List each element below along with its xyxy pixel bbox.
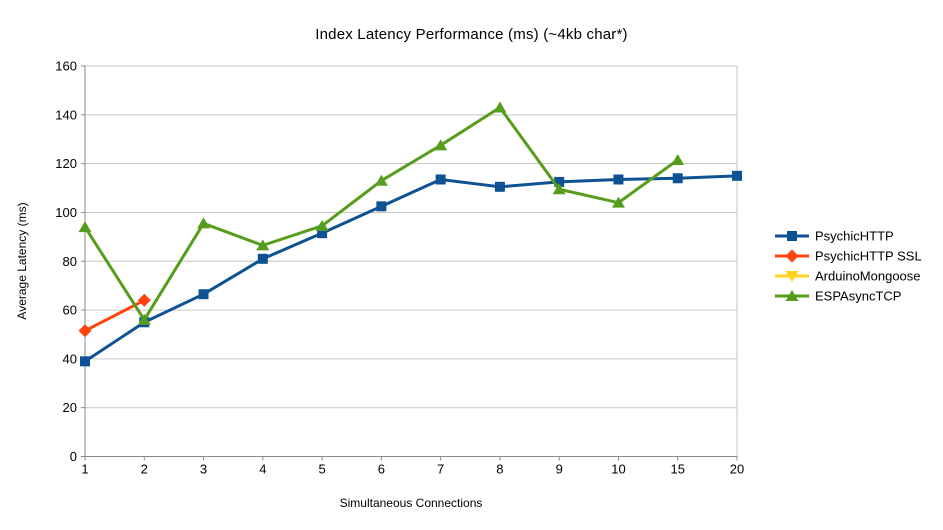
x-tick-label: 15 bbox=[670, 462, 684, 477]
legend-marker-arduinomongoose bbox=[785, 271, 799, 282]
y-tick-label: 80 bbox=[63, 254, 77, 269]
series-marker-espasynctcp bbox=[434, 139, 448, 151]
series-marker-psychichttp bbox=[554, 176, 565, 187]
series-marker-psychichttp-ssl bbox=[137, 293, 151, 307]
x-tick-label: 1 bbox=[81, 462, 88, 477]
x-axis-title: Simultaneous Connections bbox=[339, 496, 483, 510]
y-tick-label: 140 bbox=[55, 107, 77, 122]
legend-label-psychichttp-ssl: PsychicHTTP SSL bbox=[815, 249, 922, 264]
series-marker-espasynctcp bbox=[611, 196, 625, 208]
series-marker-psychichttp bbox=[435, 174, 446, 185]
y-tick-label: 100 bbox=[55, 205, 77, 220]
series-marker-psychichttp bbox=[198, 289, 209, 300]
series-marker-psychichttp bbox=[613, 174, 624, 185]
series-marker-psychichttp bbox=[80, 356, 90, 367]
y-tick-label: 60 bbox=[63, 303, 77, 318]
series-marker-espasynctcp bbox=[315, 219, 329, 231]
series-marker-psychichttp-ssl bbox=[78, 324, 92, 338]
series-marker-espasynctcp bbox=[493, 101, 507, 113]
legend-label-espasynctcp: ESPAsyncTCP bbox=[815, 289, 901, 304]
series-line-psychichttp bbox=[83, 174, 739, 363]
chart-title: Index Latency Performance (ms) (~4kb cha… bbox=[315, 26, 628, 43]
legend-label-psychichttp: PsychicHTTP bbox=[815, 229, 894, 244]
series-marker-espasynctcp bbox=[374, 174, 388, 186]
series-marker-espasynctcp bbox=[78, 221, 92, 233]
series-marker-espasynctcp bbox=[671, 153, 685, 165]
y-tick-label: 0 bbox=[70, 449, 77, 464]
legend-marker-psychichttp bbox=[787, 231, 797, 241]
x-tick-label: 8 bbox=[496, 462, 503, 477]
x-tick-label: 4 bbox=[259, 462, 266, 477]
series-marker-espasynctcp bbox=[256, 239, 270, 251]
y-tick-label: 160 bbox=[55, 59, 77, 74]
x-tick-label: 5 bbox=[318, 462, 325, 477]
series-marker-psychichttp bbox=[376, 201, 387, 212]
series-marker-psychichttp bbox=[317, 228, 328, 239]
legend-marker-psychichttp-ssl bbox=[785, 249, 799, 263]
y-tick-label: 40 bbox=[63, 351, 77, 366]
x-tick-label: 2 bbox=[141, 462, 148, 477]
series-marker-psychichttp bbox=[672, 173, 683, 184]
x-tick-label: 3 bbox=[200, 462, 207, 477]
series-marker-espasynctcp bbox=[552, 183, 566, 195]
legend-marker-espasynctcp bbox=[785, 290, 799, 301]
y-tick-label: 20 bbox=[63, 400, 77, 415]
series-marker-psychichttp bbox=[257, 253, 268, 264]
series-marker-psychichttp bbox=[494, 181, 505, 192]
x-tick-label: 9 bbox=[556, 462, 563, 477]
x-tick-label: 10 bbox=[611, 462, 625, 477]
x-tick-label: 20 bbox=[730, 462, 744, 477]
series-marker-psychichttp bbox=[732, 170, 742, 181]
x-tick-label: 6 bbox=[378, 462, 385, 477]
legend-label-arduinomongoose: ArduinoMongoose bbox=[815, 269, 921, 284]
x-tick-label: 7 bbox=[437, 462, 444, 477]
series-line-espasynctcp bbox=[83, 105, 680, 322]
series-marker-espasynctcp bbox=[197, 217, 211, 229]
y-tick-label: 120 bbox=[55, 156, 77, 171]
series-marker-espasynctcp bbox=[137, 313, 151, 325]
